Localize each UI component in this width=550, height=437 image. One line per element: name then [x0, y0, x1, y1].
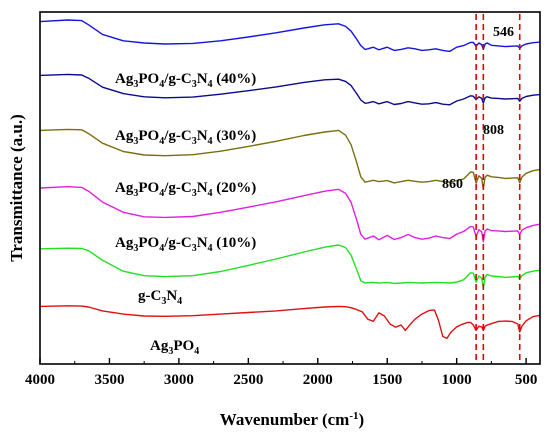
marker-label-546: 546 [493, 25, 514, 40]
series-label-20pct: Ag3PO4/g-C3N4 (20%) [115, 180, 256, 199]
marker-label-808: 808 [483, 123, 504, 138]
x-tick-label-3500: 3500 [94, 372, 124, 388]
x-tick-label-4000: 4000 [25, 372, 55, 388]
x-axis-ticks: 4000 3500 3000 2500 2000 1500 1000 500 [25, 358, 537, 388]
series-label-30pct: Ag3PO4/g-C3N4 (30%) [115, 128, 256, 147]
series-line-20pct [39, 128, 541, 190]
series-labels-layer: Ag3PO4/g-C3N4 (40%) Ag3PO4/g-C3N4 (30%) Ag… [115, 71, 256, 357]
plot-frame [39, 11, 541, 365]
series-line-gc3n4 [39, 244, 541, 290]
series-line-ag3po4 [39, 305, 541, 340]
series-label-ag3po4: Ag3PO4 [150, 338, 199, 357]
x-axis-label: Wavenumber (cm-1) [220, 410, 364, 429]
series-label-10pct: Ag3PO4/g-C3N4 (10%) [115, 235, 256, 254]
x-tick-label-1500: 1500 [372, 372, 402, 388]
x-tick-label-1000: 1000 [442, 372, 472, 388]
x-tick-label-2000: 2000 [303, 372, 333, 388]
series-line-40pct [39, 19, 541, 53]
x-tick-label-2500: 2500 [233, 372, 263, 388]
x-tick-label-500: 500 [515, 372, 538, 388]
series-line-30pct [39, 73, 541, 106]
series-label-40pct: Ag3PO4/g-C3N4 (40%) [115, 71, 256, 90]
y-axis-label: Transmittance (a.u.) [7, 114, 26, 261]
spectra-layer [39, 19, 541, 340]
marker-label-860: 860 [442, 177, 463, 192]
series-line-10pct [39, 185, 541, 243]
marker-lines-layer: 860 808 546 [442, 14, 521, 364]
series-label-gc3n4: g-C3N4 [138, 288, 182, 307]
x-tick-label-3000: 3000 [164, 372, 194, 388]
